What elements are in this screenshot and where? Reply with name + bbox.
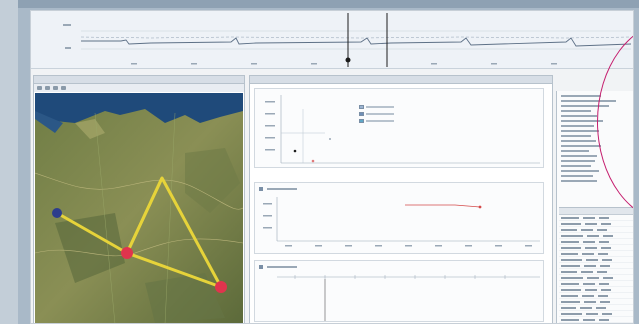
chart-panel-tab-bar[interactable] bbox=[250, 76, 552, 84]
waveform-trace bbox=[81, 37, 632, 47]
table-row[interactable] bbox=[559, 227, 633, 233]
map-marker-red-west[interactable] bbox=[121, 247, 133, 259]
scatter-point bbox=[293, 149, 297, 153]
map-panel-title-bar bbox=[34, 76, 244, 84]
window-left-edge bbox=[0, 0, 18, 324]
application-window bbox=[30, 10, 634, 324]
chart-panel bbox=[249, 75, 553, 323]
table-row[interactable] bbox=[559, 221, 633, 227]
pan-icon[interactable] bbox=[53, 86, 58, 90]
property-tree[interactable] bbox=[561, 95, 629, 185]
legend-item bbox=[359, 105, 394, 109]
route-line bbox=[56, 176, 223, 289]
window-top-band bbox=[18, 0, 639, 8]
scatter-chart bbox=[254, 88, 544, 168]
map-marker-blue[interactable] bbox=[52, 208, 62, 218]
legend-item bbox=[359, 119, 394, 123]
table-row[interactable] bbox=[559, 275, 633, 281]
sea-area bbox=[35, 93, 243, 123]
table-row[interactable] bbox=[559, 305, 633, 311]
property-table-header bbox=[559, 208, 633, 215]
layers-icon[interactable] bbox=[61, 86, 66, 90]
table-row[interactable] bbox=[559, 251, 633, 257]
map-toolbar bbox=[34, 84, 244, 92]
legend-item bbox=[359, 112, 394, 116]
table-row[interactable] bbox=[559, 281, 633, 287]
table-row[interactable] bbox=[559, 287, 633, 293]
timeline-chart bbox=[254, 260, 544, 322]
table-row[interactable] bbox=[559, 215, 633, 221]
table-row[interactable] bbox=[559, 239, 633, 245]
line-series-marker bbox=[478, 205, 482, 209]
table-row[interactable] bbox=[559, 233, 633, 239]
table-row[interactable] bbox=[559, 245, 633, 251]
map-panel bbox=[33, 75, 245, 324]
table-row[interactable] bbox=[559, 299, 633, 305]
chart-legend bbox=[359, 105, 394, 126]
satellite-map[interactable] bbox=[35, 93, 243, 324]
channel-label-1 bbox=[63, 24, 71, 26]
zoom-in-icon[interactable] bbox=[37, 86, 42, 90]
table-row[interactable] bbox=[559, 269, 633, 275]
table-row[interactable] bbox=[559, 257, 633, 263]
waveform-svg bbox=[63, 13, 632, 67]
table-row[interactable] bbox=[559, 293, 633, 299]
cursor-handle[interactable] bbox=[345, 57, 351, 63]
scatter-point bbox=[311, 159, 315, 163]
line-series bbox=[405, 204, 481, 208]
table-row[interactable] bbox=[559, 317, 633, 323]
channel-label-2 bbox=[65, 47, 71, 49]
zoom-out-icon[interactable] bbox=[45, 86, 50, 90]
line-chart bbox=[254, 182, 544, 254]
waveform-panel bbox=[31, 11, 633, 69]
table-row[interactable] bbox=[559, 263, 633, 269]
property-table bbox=[559, 207, 633, 323]
map-marker-red-east[interactable] bbox=[215, 281, 227, 293]
table-row[interactable] bbox=[559, 311, 633, 317]
scatter-point bbox=[329, 138, 331, 140]
